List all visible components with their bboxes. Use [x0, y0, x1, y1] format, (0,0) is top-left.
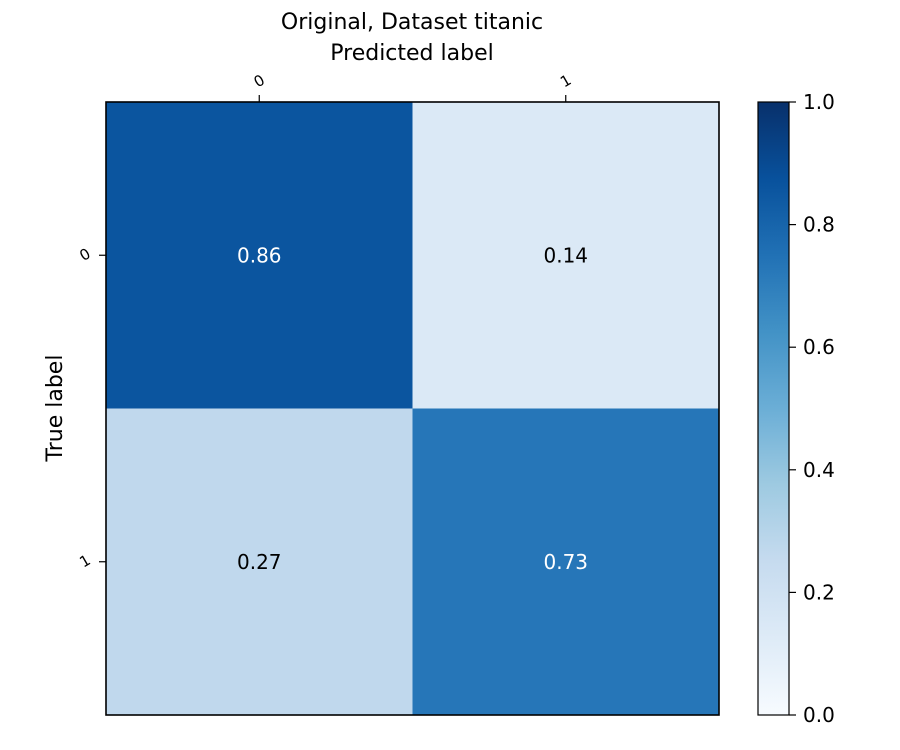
- y-axis-label: True label: [43, 355, 68, 463]
- heatmap-cell-1-0: [106, 408, 413, 715]
- y-tick-label: 0: [76, 244, 93, 264]
- plot-frame: [105, 101, 720, 716]
- y-tick-label: 1: [76, 551, 93, 571]
- x-axis-label: Predicted label: [330, 41, 493, 66]
- colorbar-tick-label: 0.8: [803, 213, 835, 237]
- heatmap-cell-labels: 0.86 0.14 0.27 0.73: [237, 243, 588, 574]
- colorbar-ticks: 0.0 0.2 0.4 0.6 0.8 1.0: [789, 90, 835, 727]
- heatmap-cells: [106, 102, 719, 715]
- x-tick-label: 0: [251, 71, 268, 91]
- colorbar-tick-label: 0.6: [803, 335, 835, 359]
- x-tick-label: 1: [557, 71, 574, 91]
- heatmap-cell-0-1: [412, 102, 719, 409]
- chart-title: Original, Dataset titanic: [281, 10, 543, 35]
- colorbar-tick-label: 0.4: [803, 458, 835, 482]
- colorbar-tick-label: 0.2: [803, 580, 835, 604]
- heatmap-cell-0-0: [106, 102, 413, 409]
- colorbar: [757, 101, 790, 716]
- cell-value-label-1-0: 0.27: [237, 550, 282, 574]
- cell-value-label-0-1: 0.14: [543, 243, 588, 267]
- colorbar-tick-label: 0.0: [803, 703, 835, 727]
- colorbar-tick-label: 1.0: [803, 90, 835, 114]
- y-axis-ticks: 01: [76, 244, 106, 571]
- cell-value-label-0-0: 0.86: [237, 243, 282, 267]
- cell-value-label-1-1: 0.73: [543, 550, 588, 574]
- heatmap-cell-1-1: [412, 408, 719, 715]
